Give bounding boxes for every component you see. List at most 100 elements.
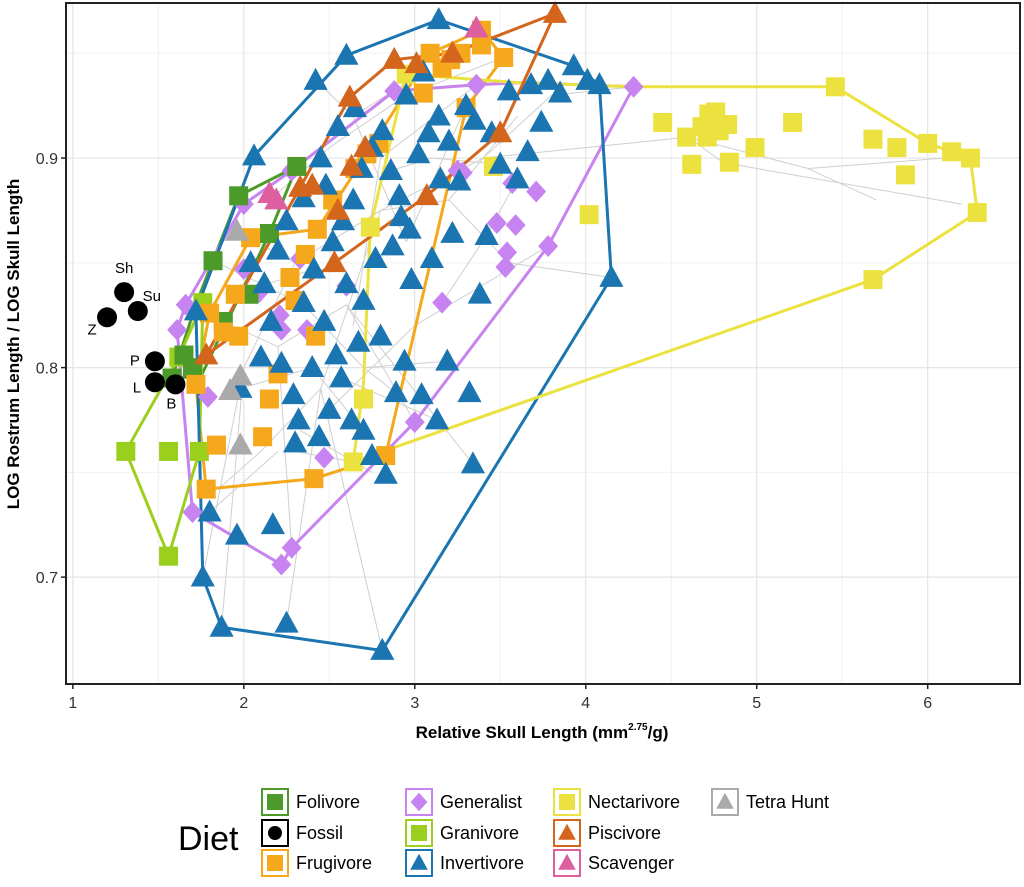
point-invertivore xyxy=(426,103,451,126)
point-invertivore xyxy=(346,329,371,352)
point-generalist xyxy=(623,75,644,98)
point-invertivore xyxy=(561,53,586,76)
y-tick-label: 0.8 xyxy=(36,361,58,378)
point-invertivore xyxy=(334,271,359,294)
point-invertivore xyxy=(460,451,486,474)
point-invertivore xyxy=(399,266,424,289)
fossil-label: L xyxy=(133,379,141,396)
legend-label-nectarivore: Nectarivore xyxy=(588,792,680,812)
point-generalist xyxy=(281,536,302,559)
point-invertivore xyxy=(453,93,479,116)
point-invertivore xyxy=(325,113,350,136)
hull-nectarivore xyxy=(351,72,979,464)
point-invertivore xyxy=(291,289,316,312)
fossil-label: B xyxy=(166,395,176,412)
legend-symbol-fossil xyxy=(268,826,282,840)
point-invertivore xyxy=(259,308,284,331)
point-invertivore xyxy=(334,42,359,65)
point-nectarivore xyxy=(653,112,673,132)
point-invertivore xyxy=(241,143,267,166)
fossil-label: Sh xyxy=(115,260,133,277)
point-invertivore xyxy=(300,354,325,377)
legend-symbol-tetra-hunt xyxy=(716,792,734,809)
point-frugivore xyxy=(280,267,300,287)
phylo-edge xyxy=(202,367,245,578)
point-nectarivore xyxy=(942,142,962,162)
point-invertivore xyxy=(436,128,462,151)
phylo-edge xyxy=(303,304,364,368)
point-invertivore xyxy=(209,614,234,637)
point-piscivore xyxy=(542,0,568,23)
y-tick-label: 0.9 xyxy=(36,151,58,168)
point-invertivore xyxy=(351,417,376,440)
point-nectarivore xyxy=(825,77,845,97)
point-nectarivore xyxy=(677,127,697,147)
point-invertivore xyxy=(373,461,398,484)
point-generalist xyxy=(404,411,425,434)
point-invertivore xyxy=(406,141,431,164)
point-labels: Sh Su Z PL B xyxy=(87,260,176,412)
point-invertivore xyxy=(224,522,250,545)
point-invertivore xyxy=(252,271,277,294)
point-nectarivore xyxy=(967,203,987,223)
legend-symbol-piscivore xyxy=(558,823,576,840)
point-invertivore xyxy=(394,82,419,105)
point-piscivore xyxy=(488,120,513,143)
point-invertivore xyxy=(339,407,364,430)
legend-label-scavenger: Scavenger xyxy=(588,853,674,873)
phylo-edge xyxy=(807,168,877,201)
point-nectarivore xyxy=(863,129,883,149)
point-fossil xyxy=(165,374,186,395)
point-invertivore xyxy=(197,499,222,522)
point-invertivore xyxy=(409,382,434,405)
point-invertivore xyxy=(301,256,327,279)
point-frugivore xyxy=(196,479,216,499)
point-piscivore xyxy=(300,172,325,195)
point-generalist xyxy=(505,214,526,237)
point-folivore xyxy=(203,251,223,271)
phylo-edge xyxy=(441,235,487,303)
point-invertivore xyxy=(518,72,544,95)
point-frugivore xyxy=(307,219,327,239)
phylo-edge xyxy=(756,168,962,205)
point-granivore xyxy=(159,546,179,566)
point-invertivore xyxy=(282,430,308,453)
point-piscivore xyxy=(194,342,219,365)
phylo-edge xyxy=(345,304,474,465)
point-invertivore xyxy=(397,216,422,239)
fossil-label: Z xyxy=(87,321,96,338)
legend-label-piscivore: Piscivore xyxy=(588,823,661,843)
point-nectarivore xyxy=(353,389,373,409)
point-nectarivore xyxy=(887,138,907,158)
x-axis-title-tail: /g) xyxy=(648,723,669,742)
point-granivore xyxy=(116,441,136,461)
phylo-edge xyxy=(352,157,382,326)
point-fossil xyxy=(144,372,165,393)
point-invertivore xyxy=(416,120,441,143)
point-invertivore xyxy=(457,380,482,403)
point-nectarivore xyxy=(697,127,717,147)
point-invertivore xyxy=(447,168,472,191)
point-invertivore xyxy=(515,139,540,162)
point-frugivore xyxy=(304,469,324,489)
point-invertivore xyxy=(312,308,337,331)
point-invertivore xyxy=(474,222,499,245)
point-nectarivore xyxy=(719,152,739,172)
point-invertivore xyxy=(547,80,573,103)
legend-symbol-scavenger xyxy=(558,853,576,870)
point-piscivore xyxy=(440,40,465,63)
fossil-label: P xyxy=(130,352,140,369)
point-nectarivore xyxy=(343,452,363,472)
legend-key xyxy=(405,819,433,847)
x-tick-label: 4 xyxy=(581,695,590,712)
point-invertivore xyxy=(378,157,403,180)
point-invertivore xyxy=(496,78,521,101)
point-invertivore xyxy=(351,287,376,310)
phylo-edge xyxy=(405,105,467,243)
point-invertivore xyxy=(359,442,385,465)
point-tetra-hunt xyxy=(228,432,253,455)
point-frugivore xyxy=(229,326,249,346)
legend-label-granivore: Granivore xyxy=(440,823,519,843)
